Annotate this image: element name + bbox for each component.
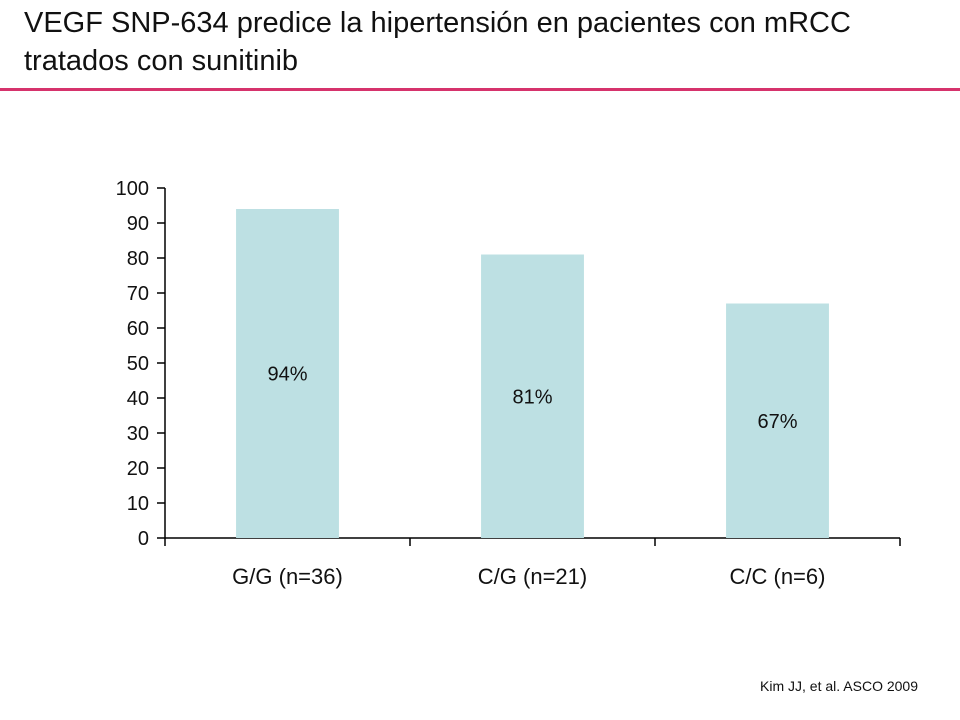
bar-value-label: 94% [267, 364, 307, 386]
y-tick-label: 0 [138, 528, 149, 550]
bar [236, 209, 339, 538]
y-tick-label: 30 [127, 423, 149, 445]
bar-value-label: 67% [757, 411, 797, 433]
y-tick-label: 40 [127, 388, 149, 410]
bar-value-label: 81% [512, 386, 552, 408]
bar [481, 254, 584, 538]
y-axis: 0 10 20 30 40 50 60 70 80 90 100 [116, 178, 166, 550]
bar [726, 303, 829, 538]
data-labels: 94% 81% 67% [267, 364, 797, 433]
y-tick-label: 90 [127, 213, 149, 235]
page-title: VEGF SNP-634 predice la hipertensión en … [24, 7, 851, 77]
category-label: G/G (n=36) [232, 564, 343, 589]
y-tick-label: 20 [127, 458, 149, 480]
y-tick-label: 50 [127, 353, 149, 375]
y-tick-label: 70 [127, 283, 149, 305]
category-label: C/C (n=6) [730, 564, 826, 589]
bars [236, 209, 829, 538]
y-tick-label: 60 [127, 318, 149, 340]
y-tick-label: 80 [127, 248, 149, 270]
category-label: C/G (n=21) [478, 564, 587, 589]
title-divider [0, 88, 960, 91]
y-tick-label: 100 [116, 178, 149, 200]
y-tick-label: 10 [127, 493, 149, 515]
citation: Kim JJ, et al. ASCO 2009 [760, 678, 918, 694]
x-axis: G/G (n=36) C/G (n=21) C/C (n=6) [164, 537, 901, 589]
